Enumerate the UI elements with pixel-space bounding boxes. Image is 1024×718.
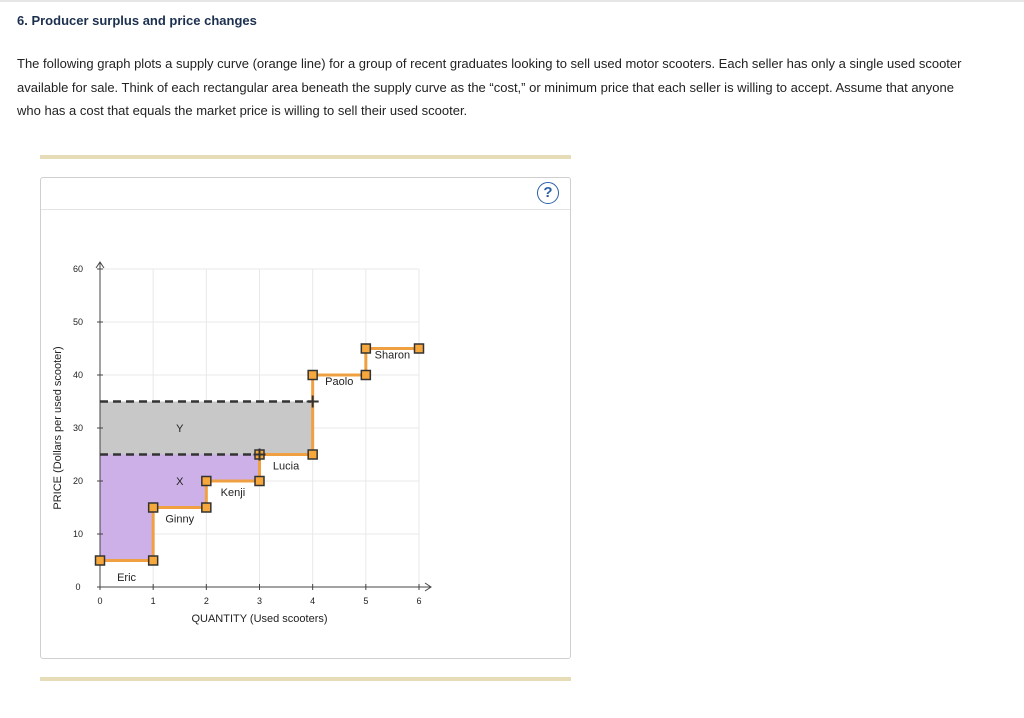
seller-label-kenji: Kenji [221, 487, 245, 499]
supply-point-marker [254, 475, 265, 487]
x-tick-label: 5 [363, 596, 368, 606]
x-tick-label: 6 [416, 596, 421, 606]
x-tick-label: 3 [257, 596, 262, 606]
seller-label-lucia: Lucia [273, 461, 300, 473]
panel-divider [41, 209, 570, 210]
supply-point-marker [307, 369, 318, 381]
supply-point-marker [147, 502, 159, 513]
seller-label-sharon: Sharon [375, 349, 410, 361]
supply-point-marker [307, 449, 318, 460]
x-tick-label: 0 [97, 596, 102, 606]
y-axis-title: PRICE (Dollars per used scooter) [52, 346, 64, 509]
supply-point-marker [360, 343, 372, 354]
x-axis-title: QUANTITY (Used scooters) [191, 613, 327, 625]
seller-label-eric: Eric [117, 572, 136, 584]
help-icon[interactable]: ? [537, 182, 559, 204]
y-tick-label: 60 [73, 264, 83, 274]
y-tick-label: 10 [73, 529, 83, 539]
area-label-x: X [176, 476, 184, 488]
x-tick-label: 1 [151, 596, 156, 606]
supply-point-marker [94, 555, 106, 566]
y-tick-label: 50 [73, 317, 83, 327]
top-divider [0, 0, 1024, 2]
graph-panel: ? 0 1 2 3 4 5 6 0 10 20 30 40 50 60 QUANTITY (Used sco… [40, 177, 571, 659]
y-axis-arrow [95, 261, 105, 269]
seller-label-ginny: Ginny [165, 514, 194, 526]
supply-point-marker [360, 369, 372, 381]
supply-point-marker [147, 555, 159, 566]
y-tick-label: 20 [73, 476, 83, 486]
supply-point-marker [201, 475, 212, 487]
x-tick-label: 4 [310, 596, 315, 606]
seller-label-paolo: Paolo [325, 376, 353, 388]
x-axis-arrow [424, 582, 432, 592]
area-y [100, 401, 313, 455]
supply-point-marker [413, 343, 425, 354]
y-tick-label: 30 [73, 423, 83, 433]
supply-point-marker [201, 502, 212, 513]
question-text: The following graph plots a supply curve… [17, 56, 962, 118]
area-label-y: Y [176, 423, 184, 435]
question-title: 6. Producer surplus and price changes [17, 13, 257, 28]
x-tick-label: 2 [204, 596, 209, 606]
y-tick-label: 0 [75, 582, 80, 592]
bottom-gold-rule [40, 677, 571, 681]
top-gold-rule [40, 155, 571, 159]
y-tick-label: 40 [73, 370, 83, 380]
